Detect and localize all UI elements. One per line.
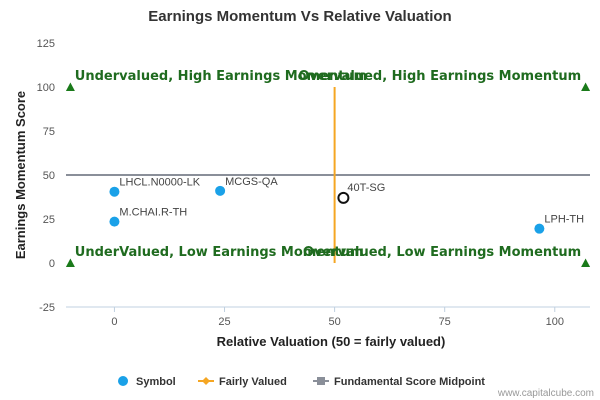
symbol-point xyxy=(109,186,120,197)
legend-item: Fundamental Score Midpoint xyxy=(313,376,485,388)
legend-label: Fairly Valued xyxy=(219,376,287,388)
x-tick-label: 25 xyxy=(218,316,230,328)
y-tick-label: 100 xyxy=(37,82,55,94)
highlight-point xyxy=(337,191,350,204)
y-tick-label: -25 xyxy=(39,302,55,314)
legend-label: Symbol xyxy=(136,376,176,388)
point-label: LPH-TH xyxy=(544,214,584,226)
corner-triangle-marker xyxy=(65,82,75,91)
point-label: LHCL.N0000-LK xyxy=(119,177,200,189)
plot-area: 0 25 50 75 100 -25 0 25 50 75 100 125 Undervalued, H… xyxy=(37,38,591,328)
x-tick-label: 50 xyxy=(328,316,340,328)
corner-triangle-marker xyxy=(581,82,591,91)
legend-square-marker xyxy=(317,377,325,385)
x-axis-title: Relative Valuation (50 = fairly valued) xyxy=(217,334,446,349)
legend-item: Fairly Valued xyxy=(198,376,287,388)
x-tick-label: 0 xyxy=(111,316,117,328)
legend: Symbol Fairly Valued Fundamental Score Mid… xyxy=(118,376,485,388)
chart-title: Earnings Momentum Vs Relative Valuation xyxy=(148,8,451,25)
symbol-point xyxy=(215,185,226,196)
corner-triangle-marker xyxy=(65,258,75,267)
highlight-point-label: 40T-SG xyxy=(347,182,385,194)
quadrant-label: Overvalued, Low Earnings Momentum xyxy=(303,245,581,260)
y-tick-label: 50 xyxy=(43,170,55,182)
point-label: M.CHAI.R-TH xyxy=(119,207,187,219)
corner-triangle-marker xyxy=(581,258,591,267)
legend-diamond-marker xyxy=(202,377,210,385)
quadrant-label: Overvalued, High Earnings Momentum xyxy=(298,69,581,84)
x-tick-label: 75 xyxy=(439,316,451,328)
symbol-point xyxy=(109,216,120,227)
y-tick-label: 125 xyxy=(37,38,55,50)
quadrant-label: Undervalued, High Earnings Momentum xyxy=(75,69,367,84)
legend-label: Fundamental Score Midpoint xyxy=(334,376,485,388)
x-tick-label: 100 xyxy=(546,316,564,328)
y-tick-label: 0 xyxy=(49,258,55,270)
point-label: MCGS-QA xyxy=(225,176,278,188)
y-axis-title: Earnings Momentum Score xyxy=(13,91,28,259)
legend-item: Symbol xyxy=(118,376,176,388)
quadrant-label: UnderValued, Low Earnings Momentum xyxy=(75,245,364,260)
symbol-point xyxy=(534,223,545,234)
legend-symbol-marker xyxy=(118,376,128,386)
y-tick-label: 25 xyxy=(43,214,55,226)
y-tick-label: 75 xyxy=(43,126,55,138)
credit-text: www.capitalcube.com xyxy=(497,388,594,399)
